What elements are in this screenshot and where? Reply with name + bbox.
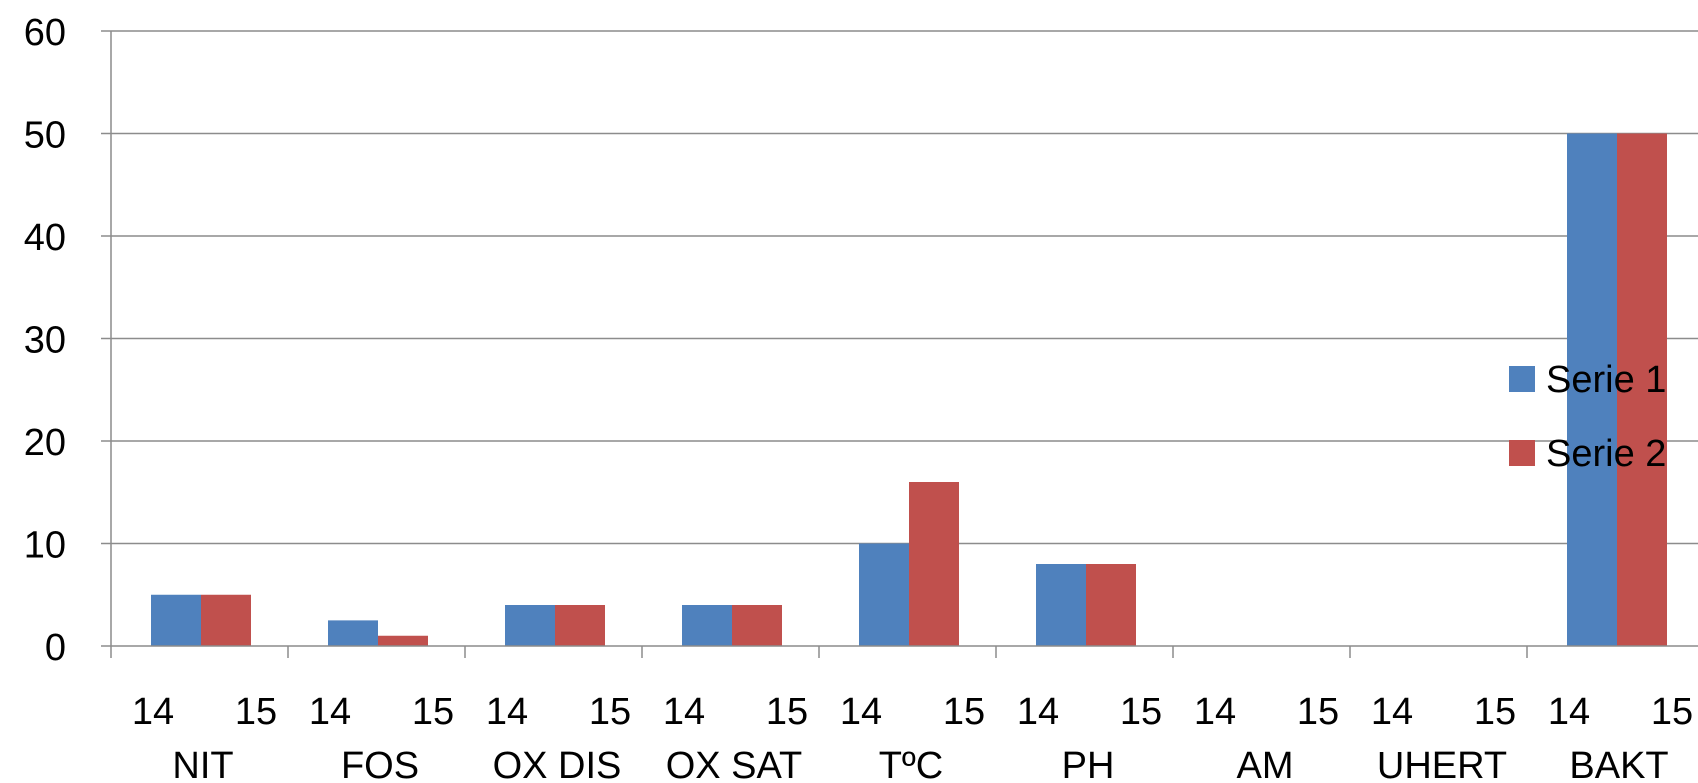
x-group-label-uhert: UHERT (1377, 745, 1507, 783)
y-tick-labels: 0 10 20 30 40 50 60 (24, 12, 111, 669)
bar-serie-2-ox-sat (732, 605, 782, 646)
x-group-label-fos: FOS (341, 745, 419, 783)
x-group-label-t-c: TºC (879, 745, 944, 783)
x-subcategory-label: 14 (1017, 691, 1059, 733)
y-tick-label-30: 30 (24, 320, 66, 362)
bar-serie-1-ox-sat (682, 605, 732, 646)
x-group-label-ph: PH (1062, 745, 1115, 783)
x-subcategory-label: 15 (235, 691, 277, 733)
x-subcategory-label: 14 (1194, 691, 1236, 733)
x-subcategory-label: 14 (1371, 691, 1413, 733)
x-subcategory-label: 15 (1297, 691, 1339, 733)
y-tick-label-10: 10 (24, 525, 66, 567)
bar-serie-2-ox-dis (555, 605, 605, 646)
y-tick-label-50: 50 (24, 115, 66, 157)
x-subcategory-label: 15 (1651, 691, 1693, 733)
x-group-label-bakt: BAKT (1569, 745, 1668, 783)
x-subcategory-label: 14 (132, 691, 174, 733)
y-tick-label-60: 60 (24, 12, 66, 54)
x-group-label-am: AM (1237, 745, 1294, 783)
legend-swatch-serie-1 (1509, 366, 1535, 392)
y-tick-label-20: 20 (24, 422, 66, 464)
bar-serie-2-fos (378, 635, 428, 646)
bar-serie-2-nit (201, 594, 251, 646)
x-subcategory-label: 14 (486, 691, 528, 733)
bar-serie-1-ph (1036, 564, 1086, 646)
bar-serie-1-fos (328, 620, 378, 646)
y-tick-label-0: 0 (45, 627, 66, 669)
gridlines (111, 30, 1698, 545)
x-subcategory-label: 15 (589, 691, 631, 733)
x-subcategory-label: 14 (663, 691, 705, 733)
x-subcategory-label: 15 (412, 691, 454, 733)
x-subcategory-label: 15 (943, 691, 985, 733)
bar-serie-2-t-c (909, 482, 959, 646)
x-subcategory-label: 14 (840, 691, 882, 733)
y-tick-label-40: 40 (24, 217, 66, 259)
x-subcategory-label: 14 (309, 691, 351, 733)
legend: Serie 1 Serie 2 (1509, 359, 1666, 475)
x-subcategory-label: 15 (1474, 691, 1516, 733)
bar-serie-1-ox-dis (505, 605, 555, 646)
bar-serie-2-ph (1086, 564, 1136, 646)
legend-swatch-serie-2 (1509, 440, 1535, 466)
bar-serie-2-bakt (1617, 133, 1667, 646)
x-subcategory-label: 14 (1548, 691, 1590, 733)
bar-serie-1-bakt (1567, 133, 1617, 646)
bar-serie-1-nit (151, 594, 201, 646)
legend-label-serie-2: Serie 2 (1546, 433, 1666, 475)
legend-label-serie-1: Serie 1 (1546, 359, 1666, 401)
bars (151, 133, 1667, 646)
x-group-label-nit: NIT (172, 745, 233, 783)
x-group-label-ox-sat: OX SAT (666, 745, 803, 783)
x-subcategory-label: 15 (1120, 691, 1162, 733)
x-group-label-ox-dis: OX DIS (493, 745, 622, 783)
x-subcategory-label: 15 (766, 691, 808, 733)
bar-serie-1-t-c (859, 543, 909, 646)
